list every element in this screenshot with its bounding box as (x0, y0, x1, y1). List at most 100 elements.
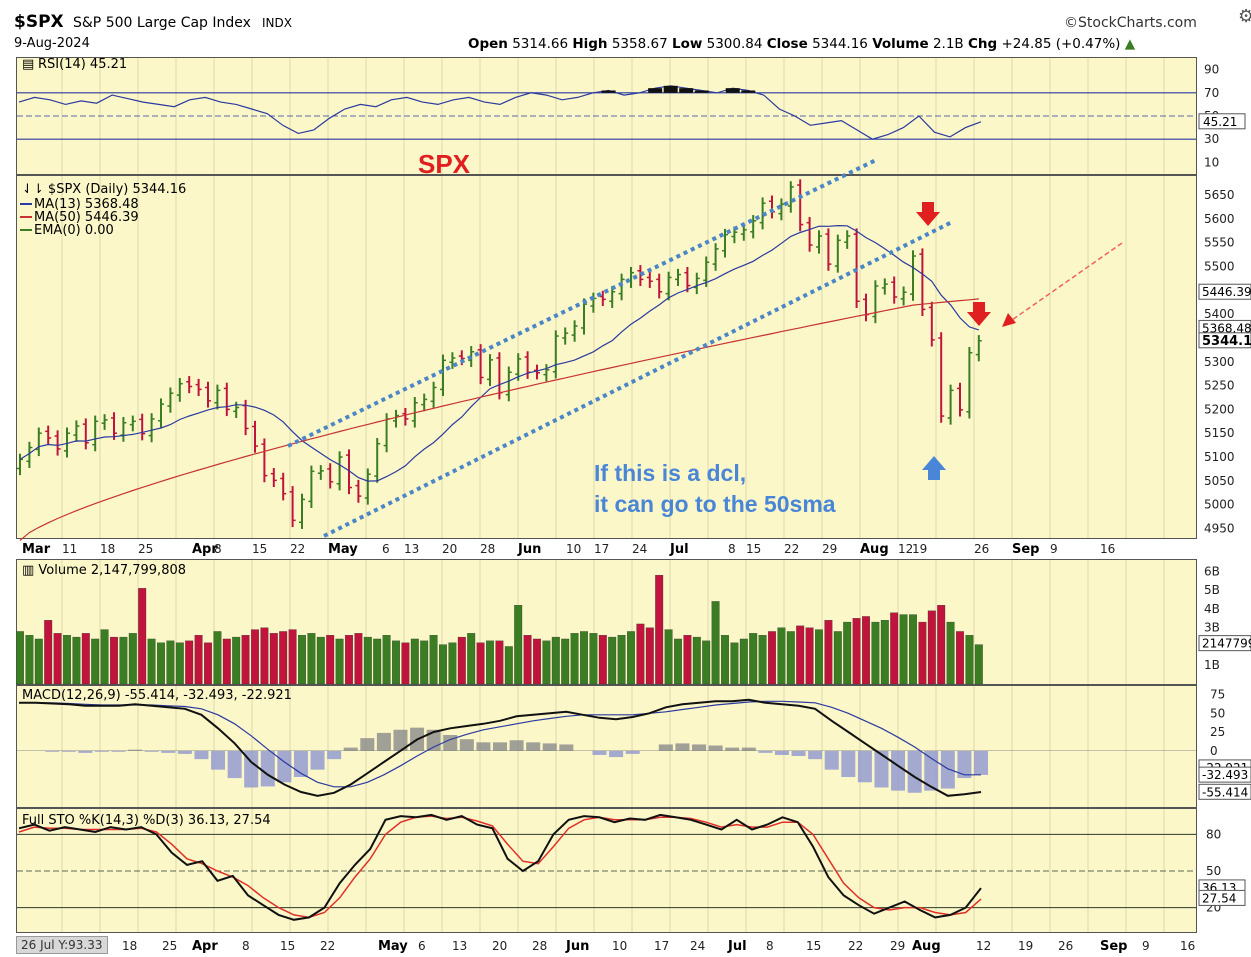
macd-histogram-bar (509, 740, 524, 751)
price-xtick: Apr (192, 542, 218, 557)
price-last-box (1198, 332, 1251, 349)
volume-bar (664, 629, 673, 685)
price-xtick: 8 (214, 542, 222, 556)
volume-bar (392, 640, 400, 685)
sto-last-box (1198, 889, 1246, 906)
price-ytick: 5550 (1204, 236, 1235, 250)
price-ytick: 5000 (1204, 498, 1235, 512)
volume-bar (110, 636, 118, 685)
copyright-icon: © (1064, 15, 1078, 31)
macd-histogram-bar (128, 749, 143, 751)
macd-histogram-bar (194, 750, 209, 760)
price-ytick: 5150 (1204, 426, 1235, 440)
volume-bar (72, 636, 81, 685)
bottom-xtick: 6 (418, 939, 426, 953)
sto-title: Full STO %K(14,3) %D(3) 36.13, 27.54 (22, 813, 271, 828)
macd-line (19, 698, 982, 797)
price-last-label: 5446.39 (1202, 285, 1251, 299)
bottom-xtick: 13 (452, 939, 467, 953)
volume-bar (786, 631, 795, 685)
price-ytick: 5200 (1204, 402, 1235, 416)
macd-histogram-bar (227, 750, 242, 779)
price-ytick: 5400 (1204, 307, 1235, 321)
macd-histogram-bar (393, 729, 408, 751)
ohlc-line: Open 5314.66 High 5358.67 Low 5300.84 Cl… (468, 36, 1136, 52)
macd-histogram-bar (476, 742, 491, 751)
chart-date: 9-Aug-2024 (14, 36, 90, 51)
volume-bar (448, 642, 457, 685)
volume-bar (702, 640, 711, 685)
price-xtick: 18 (100, 542, 115, 556)
volume-bar (382, 635, 391, 685)
price-ytick: 5600 (1204, 212, 1235, 226)
rsi-overbought-fill (663, 85, 678, 93)
macd-histogram-bar (360, 738, 375, 751)
macd-histogram-bar (559, 744, 574, 751)
price-xtick: 15 (746, 542, 761, 556)
bottom-xtick: 12 (976, 939, 991, 953)
volume-bar (185, 640, 194, 685)
volume-bar (739, 638, 748, 685)
macd-histogram-bar (609, 750, 624, 758)
price-xtick: 12 (898, 542, 913, 556)
volume-bar (232, 636, 241, 685)
price-ytick: 5500 (1204, 260, 1235, 274)
rsi-overbought-fill (694, 90, 709, 93)
volume-bar (91, 638, 100, 685)
volume-bar (166, 640, 175, 685)
volume-bar (25, 635, 34, 685)
volume-bar (533, 638, 541, 685)
macd-histogram-bar (625, 750, 640, 754)
volume-bar (100, 629, 109, 685)
macd-histogram-bar (791, 750, 806, 756)
volume-bar (222, 638, 231, 685)
annotation-dcl: If this is a dcl, (594, 460, 746, 486)
macd-histogram-bar (493, 742, 507, 751)
volume-bar (410, 638, 419, 685)
price-xtick: 20 (442, 542, 457, 556)
volume-bar (44, 620, 53, 685)
price-xtick: 24 (632, 542, 647, 556)
rsi-overbought-fill (741, 90, 756, 93)
volume-bar (34, 638, 43, 685)
volume-bar (749, 633, 758, 685)
volume-bar (363, 636, 372, 685)
volume-bar (730, 642, 739, 685)
volume-bar (307, 633, 316, 685)
macd-histogram-bar (808, 750, 823, 760)
bottom-xtick: Sep (1100, 939, 1128, 954)
bottom-xtick: 19 (1018, 939, 1033, 953)
sto-k-line (18, 813, 982, 921)
price-xtick: 25 (138, 542, 153, 556)
bottom-xtick: 26 (1058, 939, 1073, 953)
bottom-xtick: 28 (532, 939, 547, 953)
price-xtick: 10 (566, 542, 581, 556)
rsi-last-box (1198, 113, 1246, 130)
volume-bar (852, 618, 861, 685)
volume-bar (617, 635, 626, 685)
macd-histogram-bar (774, 750, 789, 755)
volume-bar (589, 633, 598, 685)
macd-histogram-bar (343, 747, 358, 751)
price-xtick: Jun (517, 542, 541, 557)
volume-bar (551, 636, 560, 685)
price-xtick: 11 (62, 542, 77, 556)
volume-bar (354, 633, 363, 685)
volume-bar (420, 640, 429, 685)
exchange: INDX (262, 16, 292, 30)
volume-bar (335, 638, 344, 685)
red-down-arrow-icon (916, 202, 940, 226)
volume-bar (674, 638, 682, 685)
rsi-icon: ▤ (22, 57, 34, 72)
volume-ytick: 5B (1204, 583, 1220, 597)
rsi-overbought-fill (679, 88, 694, 93)
volume-last-label: 2147799808 (1202, 637, 1251, 651)
price-xtick: Sep (1012, 542, 1040, 557)
volume-bar (796, 625, 805, 685)
settings-icon[interactable]: ⚙ (1238, 6, 1251, 27)
volume-bar (683, 635, 692, 685)
price-xtick: 22 (290, 542, 305, 556)
volume-bar (965, 635, 974, 685)
price-ytick: 5650 (1204, 188, 1235, 202)
